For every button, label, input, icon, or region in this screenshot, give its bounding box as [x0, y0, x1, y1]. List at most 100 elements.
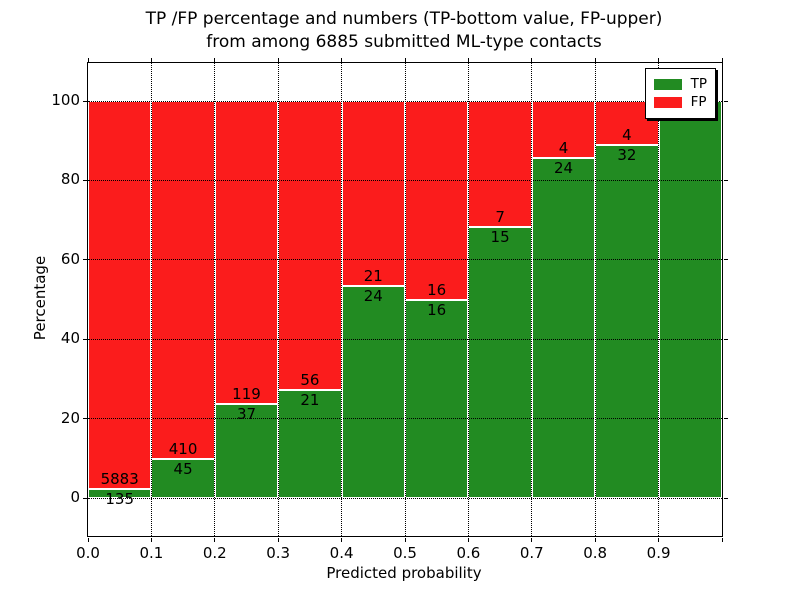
v-gridline [594, 63, 596, 536]
fp-count-label: 410 [168, 439, 198, 458]
x-tick [341, 57, 343, 62]
y-tick [82, 418, 87, 420]
tp-bar-segment [658, 101, 722, 498]
tp-bar-segment [214, 403, 279, 498]
fp-bar-segment [88, 101, 152, 490]
fp-bar-segment [278, 101, 342, 390]
tp-bar-segment [405, 299, 469, 498]
x-tick [721, 57, 723, 62]
fp-count-label: 16 [427, 280, 447, 299]
y-axis-label: Percentage [31, 255, 49, 341]
x-tick [214, 537, 216, 542]
y-tick-label: 0 [70, 488, 80, 506]
tp-count-label: 135 [105, 490, 135, 509]
x-tick [594, 57, 596, 62]
x-tick [87, 57, 89, 62]
legend-swatch-tp [653, 79, 682, 90]
x-tick [594, 537, 596, 542]
chart-title: TP /FP percentage and numbers (TP-bottom… [87, 8, 721, 54]
v-gridline [658, 63, 660, 536]
x-tick [721, 537, 723, 542]
legend-swatch-fp [653, 97, 682, 108]
fp-count-label: 7 [495, 208, 505, 227]
x-tick [658, 57, 660, 62]
fp-bar-segment [468, 101, 532, 228]
y-tick [723, 497, 728, 499]
x-tick [467, 57, 469, 62]
x-tick-label: 0.3 [266, 544, 291, 562]
tp-bar-segment [88, 489, 152, 498]
x-axis-label: Predicted probability [326, 564, 482, 582]
y-tick [723, 418, 728, 420]
x-tick-label: 0.1 [139, 544, 164, 562]
legend-label: TP [690, 76, 707, 92]
x-tick [404, 537, 406, 542]
fp-count-label: 5883 [100, 470, 139, 489]
x-tick [341, 537, 343, 542]
y-tick [82, 100, 87, 102]
x-tick [404, 57, 406, 62]
tp-bar-segment [341, 286, 405, 498]
x-tick [214, 57, 216, 62]
fp-bar-segment [214, 101, 279, 404]
tp-count-label: 24 [553, 158, 574, 177]
tp-bar-segment [531, 157, 596, 498]
x-tick-label: 0.6 [456, 544, 481, 562]
tp-count-label: 32 [617, 146, 637, 165]
v-gridline [531, 63, 533, 536]
fp-count-label: 21 [363, 267, 383, 286]
x-tick [150, 537, 152, 542]
y-tick [82, 497, 87, 499]
x-tick [277, 537, 279, 542]
fp-count-label: 119 [232, 384, 261, 403]
tp-bar-segment [278, 389, 342, 498]
x-tick [531, 57, 533, 62]
y-tick [723, 100, 728, 102]
y-tick [82, 179, 87, 181]
x-tick [277, 57, 279, 62]
y-tick [82, 338, 87, 340]
legend-label: FP [690, 94, 707, 110]
y-tick [723, 179, 728, 181]
fp-bar-segment [405, 101, 469, 300]
y-tick-label: 40 [60, 329, 80, 348]
x-tick-label: 0.2 [202, 544, 227, 562]
tp-bar-segment [468, 227, 532, 498]
v-gridline [404, 63, 406, 536]
tp-count-label: 37 [236, 404, 257, 423]
y-tick-label: 100 [51, 91, 80, 109]
chart-title-line2: from among 6885 submitted ML-type contac… [206, 32, 602, 52]
x-tick [150, 57, 152, 62]
x-tick-label: 0.0 [76, 544, 100, 562]
fp-bar-segment [151, 101, 215, 459]
tp-count-label: 16 [427, 300, 447, 319]
tp-count-label: 15 [490, 228, 510, 247]
x-tick [658, 537, 660, 542]
y-tick [723, 338, 728, 340]
v-gridline [214, 63, 216, 536]
plot-area: 0.0 0.1 0.2 0.3 0.4 0.5 0.6 0.7 0.8 0.9 0 20 40 60 80 1… [51, 57, 728, 562]
y-tick [82, 259, 87, 261]
y-tick-label: 60 [60, 249, 80, 268]
y-tick-label: 20 [60, 408, 80, 427]
x-tick-label: 0.5 [393, 544, 417, 562]
x-tick [87, 537, 89, 542]
tp-bar-segment [595, 145, 659, 498]
fp-count-label: 56 [300, 370, 320, 389]
x-tick-label: 0.7 [519, 544, 544, 562]
legend: TP FP [644, 68, 716, 119]
legend-entry: FP [653, 94, 707, 110]
x-tick [467, 537, 469, 542]
y-tick-label: 80 [60, 170, 80, 189]
x-tick [531, 537, 533, 542]
v-gridline [467, 63, 469, 536]
v-gridline [341, 63, 343, 536]
v-gridline [277, 63, 279, 536]
y-tick [723, 259, 728, 261]
legend-entry: TP [653, 76, 707, 92]
x-tick-label: 0.8 [583, 544, 608, 562]
tp-bar-segment [151, 458, 215, 498]
fp-bar-segment [341, 101, 405, 287]
x-tick-label: 0.9 [646, 544, 671, 562]
